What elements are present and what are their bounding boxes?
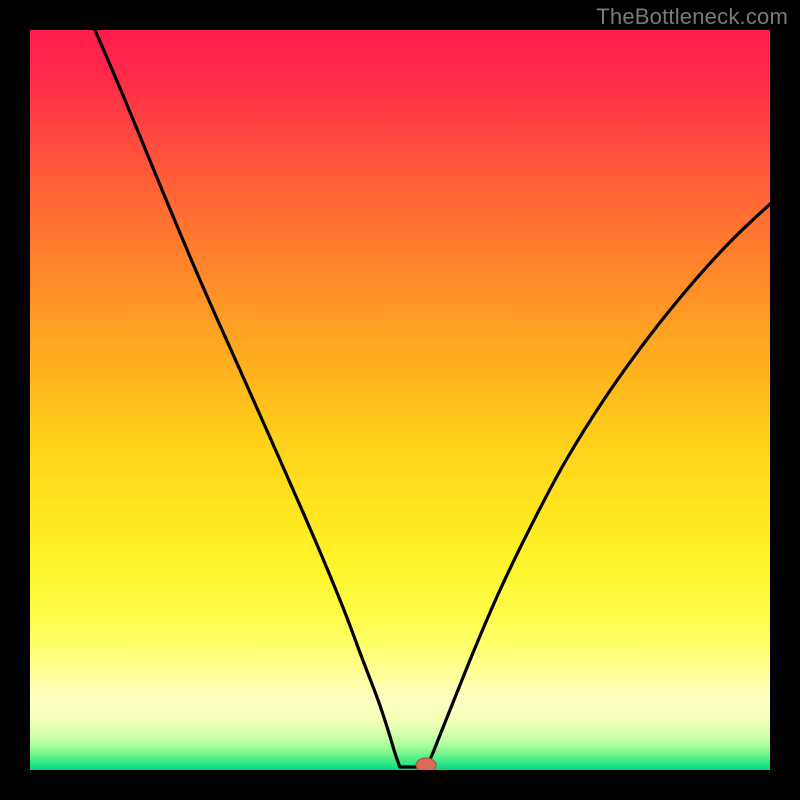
optimum-marker: [416, 758, 436, 770]
chart-container: [30, 30, 770, 770]
watermark-text: TheBottleneck.com: [596, 4, 788, 30]
bottleneck-chart: [30, 30, 770, 770]
